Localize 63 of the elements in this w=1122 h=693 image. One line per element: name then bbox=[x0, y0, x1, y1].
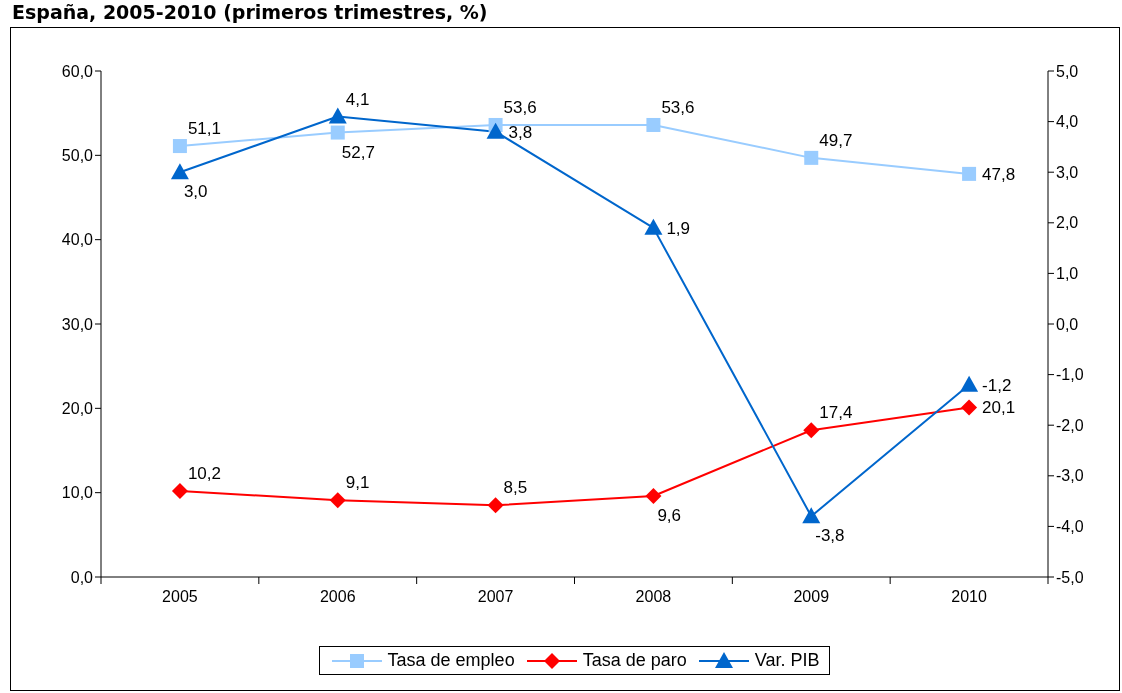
y2-tick-label: -5,0 bbox=[1056, 568, 1084, 586]
chart-title: España, 2005-2010 (primeros trimestres, %) bbox=[12, 1, 488, 23]
y-tick-label: 60,0 bbox=[61, 62, 94, 80]
y2-tick-label: -2,0 bbox=[1056, 416, 1084, 434]
x-tick-label: 2010 bbox=[951, 588, 987, 605]
y-tick-label: 0,0 bbox=[70, 568, 94, 586]
y2-tick-label: -1,0 bbox=[1056, 366, 1084, 384]
x-tick-label: 2008 bbox=[635, 588, 672, 605]
y-tick-label: 50,0 bbox=[61, 147, 94, 165]
legend-label: Var. PIB bbox=[754, 650, 820, 671]
data-label: 4,1 bbox=[345, 89, 370, 109]
data-label: 47,8 bbox=[982, 164, 1016, 184]
y2-tick-label: 5,0 bbox=[1056, 62, 1079, 80]
point bbox=[172, 139, 187, 154]
data-label: 1,9 bbox=[666, 218, 691, 238]
point bbox=[486, 122, 505, 139]
point bbox=[487, 497, 504, 514]
point bbox=[802, 507, 821, 524]
data-label: 53,6 bbox=[661, 97, 695, 117]
y-tick-label: 10,0 bbox=[61, 484, 94, 502]
y-tick-label: 30,0 bbox=[61, 315, 94, 333]
data-label: 20,1 bbox=[982, 398, 1016, 418]
y2-tick-label: 4,0 bbox=[1056, 113, 1079, 131]
y2-tick-label: 3,0 bbox=[1056, 163, 1079, 181]
y2-tick-label: 0,0 bbox=[1056, 315, 1079, 333]
data-label: 49,7 bbox=[819, 130, 853, 150]
data-label: 9,1 bbox=[345, 473, 370, 493]
x-tick-label: 2005 bbox=[162, 588, 198, 605]
data-label: 9,6 bbox=[657, 506, 682, 526]
point bbox=[961, 399, 978, 416]
x-tick-label: 2009 bbox=[793, 588, 830, 605]
point bbox=[328, 107, 347, 124]
y-tick-label: 40,0 bbox=[61, 231, 94, 249]
point bbox=[962, 166, 977, 181]
data-label: 8,5 bbox=[503, 478, 528, 498]
point bbox=[804, 150, 819, 165]
x-tick-label: 2007 bbox=[477, 588, 514, 605]
point bbox=[171, 482, 188, 499]
point bbox=[960, 375, 979, 392]
data-label: 53,6 bbox=[503, 97, 537, 117]
point bbox=[644, 218, 663, 235]
y2-tick-label: 1,0 bbox=[1056, 265, 1079, 283]
data-label: 3,8 bbox=[508, 122, 533, 142]
data-label: 52,7 bbox=[341, 142, 375, 162]
point bbox=[330, 125, 345, 140]
point bbox=[645, 488, 662, 505]
y2-tick-label: 2,0 bbox=[1056, 214, 1079, 232]
point bbox=[803, 422, 820, 439]
data-label: 10,2 bbox=[187, 463, 222, 483]
x-tick-label: 2006 bbox=[319, 588, 356, 605]
y2-tick-label: -4,0 bbox=[1056, 518, 1084, 536]
legend-label: Tasa de paro bbox=[582, 650, 687, 671]
legend-label: Tasa de empleo bbox=[387, 650, 515, 671]
point bbox=[646, 117, 661, 132]
data-label: -1,2 bbox=[982, 375, 1012, 395]
point bbox=[170, 163, 189, 180]
point bbox=[329, 492, 346, 509]
data-label: -3,8 bbox=[815, 526, 845, 546]
data-label: 3,0 bbox=[183, 182, 208, 202]
y-tick-label: 20,0 bbox=[61, 400, 94, 418]
data-label: 51,1 bbox=[187, 119, 222, 139]
data-label: 17,4 bbox=[819, 403, 853, 423]
y2-tick-label: -3,0 bbox=[1056, 467, 1084, 485]
